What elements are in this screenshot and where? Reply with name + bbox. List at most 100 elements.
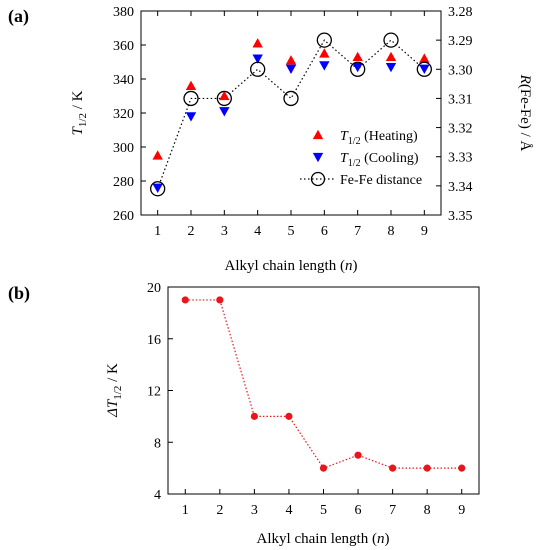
legend-label-rest: (Heating)	[361, 129, 418, 144]
svg-text:ΔT1/2 / K: ΔT1/2 / K	[105, 363, 124, 418]
panel-b-label: (b)	[8, 283, 30, 304]
panel-b-series	[181, 296, 466, 472]
panel-b-x-tick-label: 6	[355, 503, 362, 518]
fe-fe-distance-point	[416, 61, 432, 77]
panel-b-y-tick-label: 20	[147, 281, 161, 296]
panel-a-x-tick-label: 8	[388, 224, 395, 239]
fe-fe-distance-point	[150, 181, 166, 197]
cooling-point	[219, 107, 230, 117]
panel-a-y-left-tick-label: 340	[113, 73, 134, 88]
panel-a-y-right-tick-label: 3.35	[448, 209, 473, 224]
panel-a-y-right-tick-label: 3.28	[448, 5, 473, 20]
panel-b-y-tick-label: 16	[147, 333, 161, 348]
legend-entry-label: T1/2 (Cooling)	[340, 151, 419, 169]
panel-b-x-tick-label: 2	[216, 503, 223, 518]
fe-fe-distance-point	[383, 32, 399, 48]
panel-b-y-tick-label: 12	[147, 385, 161, 400]
panel-a-x-axis-label: Alkyl chain length (n)	[225, 258, 358, 274]
panel-b-x-tick-label: 4	[285, 503, 292, 518]
cooling-point	[152, 183, 163, 193]
delta-t-point	[181, 296, 189, 304]
legend-label-main: T	[340, 129, 349, 144]
cooling-point	[252, 54, 263, 64]
heating-point	[385, 51, 397, 62]
panel-a-y-right-tick-label: 3.29	[448, 34, 473, 49]
panel-a-y-right-ticks: 3.28 3.29 3.30 3.31 3.32 3.33 3.34 3.35	[436, 5, 473, 224]
fe-fe-distance-point	[250, 61, 266, 77]
panel-a-y-right-tick-label: 3.34	[448, 180, 473, 195]
panel-a-y-left-tick-label: 360	[113, 39, 134, 54]
panel-a-y-left-tick-label: 380	[113, 5, 134, 20]
panel-a-y-left-tick-label: 300	[113, 141, 134, 156]
panel-b-x-tick-label: 8	[424, 503, 431, 518]
panel-b-x-tick-label: 7	[389, 503, 396, 518]
delta-t-point	[389, 464, 397, 472]
panel-a-y-right-axis-label: R(Fe-Fe) / Å	[517, 74, 533, 152]
fe-fe-distance-point	[283, 90, 299, 107]
delta-t-point	[423, 464, 431, 472]
fe-fe-distance-point	[183, 90, 199, 107]
legend-heating-marker	[312, 129, 324, 140]
svg-text:R(Fe-Fe) / Å: R(Fe-Fe) / Å	[517, 74, 533, 152]
panel-b-y-tick-label: 8	[154, 436, 161, 451]
fe-fe-distance-point	[350, 61, 366, 77]
panel-b-x-ticks: 1 2 3 4 5 6 7 8 9	[182, 489, 465, 518]
panel-b-x-tick-label: 1	[182, 503, 189, 518]
delta-t-point	[354, 451, 362, 459]
panel-a-x-tick-label: 5	[288, 224, 295, 239]
panel-a-y-right-tick-label: 3.32	[448, 122, 473, 137]
panel-a-y-right-tick-label: 3.31	[448, 92, 473, 107]
panel-a-x-tick-label: 9	[421, 224, 428, 239]
panel-a-y-right-tick-label: 3.30	[448, 63, 473, 78]
delta-t-point	[250, 412, 258, 420]
panel-a-y-left-tick-label: 320	[113, 107, 134, 122]
panel-a-y-right-tick-label: 3.33	[448, 151, 473, 166]
cooling-point	[185, 112, 197, 122]
legend-label-sub: 1/2	[348, 136, 361, 147]
heating-point	[252, 38, 263, 48]
legend-fe-fe-marker	[310, 171, 326, 187]
cooling-point	[419, 64, 430, 74]
panel-a-label: (a)	[8, 6, 29, 27]
panel-a-x-tick-label: 6	[321, 224, 328, 239]
panel-b-y-tick-label: 4	[154, 488, 161, 503]
cooling-point	[385, 62, 397, 73]
delta-t-point	[216, 296, 224, 304]
panel-a-x-tick-label: 2	[188, 224, 195, 239]
delta-t-point	[458, 464, 466, 472]
panel-b-x-tick-label: 9	[458, 503, 465, 518]
panel-b-plot-frame	[167, 286, 480, 495]
panel-a-y-left-tick-label: 280	[113, 175, 134, 190]
fe-fe-distance-point	[316, 32, 332, 48]
legend-label-rest: (Cooling)	[361, 151, 419, 166]
panel-a-legend: T1/2 (Heating)T1/2 (Cooling)Fe-Fe distan…	[300, 129, 422, 188]
legend-entry-label: T1/2 (Heating)	[340, 129, 418, 147]
panel-a-x-tick-label: 4	[254, 224, 261, 239]
heating-point	[419, 53, 430, 63]
delta-t-point	[285, 412, 293, 420]
panel-a-y-left-tick-label: 260	[113, 209, 134, 224]
panel-b-y-ticks: 4 8 12 16 20	[147, 281, 173, 503]
legend-entry-label: Fe-Fe distance	[340, 173, 422, 188]
heating-point	[185, 80, 197, 90]
panel-b-y-axis-label: ΔT1/2 / K	[105, 363, 124, 418]
svg-text:T1/2 / K: T1/2 / K	[70, 90, 89, 135]
panel-b-x-tick-label: 5	[320, 503, 327, 518]
panel-b-x-tick-label: 3	[251, 503, 258, 518]
legend-label-main: Fe-Fe distance	[340, 173, 422, 188]
panel-a-y-left-ticks: 260 280 300 320 340 360 380	[113, 5, 146, 224]
panel-a: (a) 1 2 3 4 5 6 7 8 9 260 280 300 320 340 360 380 3.28…	[8, 5, 533, 274]
heating-point	[285, 55, 297, 65]
legend-cooling-marker	[312, 152, 324, 163]
panel-a-x-tick-label: 7	[354, 224, 361, 239]
cooling-point	[352, 62, 363, 73]
heating-point	[219, 90, 230, 101]
panel-b-x-axis-label: Alkyl chain length (n)	[257, 531, 390, 547]
cooling-point	[285, 64, 297, 74]
panel-a-x-tick-label: 3	[221, 224, 228, 239]
cooling-point	[319, 61, 330, 71]
panel-a-x-ticks: 1 2 3 4 5 6 7 8 9	[154, 11, 428, 239]
delta-t-point	[319, 464, 328, 472]
